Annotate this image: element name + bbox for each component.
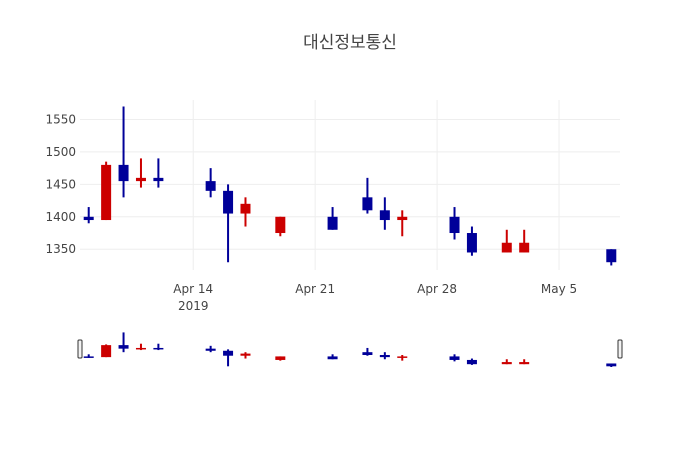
mini-candle-increasing [101,344,112,358]
grid-lines [80,100,620,270]
mini-candle-increasing [501,359,512,365]
candle-decreasing[interactable] [327,207,338,230]
mini-candle-increasing [397,355,408,361]
x-tick-label: Apr 28 [417,282,457,296]
candle-decreasing[interactable] [449,207,460,240]
mini-candle-decreasing [327,354,338,360]
mini-candle-decreasing [118,332,129,353]
mini-candle-decreasing [466,358,477,365]
candle-decreasing[interactable] [466,226,477,256]
mini-candle-decreasing [153,343,164,351]
range-slider-preview [83,332,617,368]
mini-candle-increasing [275,356,286,361]
candle-increasing[interactable] [101,161,112,221]
y-tick-label: 1350 [45,242,76,256]
x-tick-label: May 5 [541,282,577,296]
mini-candle-increasing [135,343,146,351]
range-slider-track[interactable] [80,337,620,364]
mini-candle-decreasing [379,352,390,360]
candle-decreasing[interactable] [362,177,373,214]
candle-decreasing[interactable] [118,106,129,198]
candle-increasing[interactable] [240,197,251,227]
y-axis: 1350 1400 1450 1500 1550 [45,112,76,256]
candle-decreasing[interactable] [83,207,94,224]
candle-increasing[interactable] [519,229,530,253]
mini-candle-decreasing [223,349,234,367]
candle-decreasing[interactable] [153,158,164,188]
candles-layer[interactable] [83,106,617,266]
candle-decreasing[interactable] [223,184,234,263]
mini-candle-increasing [519,359,530,365]
candle-decreasing[interactable] [205,168,216,198]
range-slider[interactable] [77,332,623,368]
candle-increasing[interactable] [501,229,512,253]
mini-candle-increasing [240,352,251,359]
mini-candle-decreasing [449,354,460,362]
y-tick-label: 1500 [45,145,76,159]
y-tick-label: 1400 [45,210,76,224]
x-tick-label: Apr 21 [295,282,335,296]
candle-decreasing[interactable] [379,197,390,230]
x-tick-label: Apr 14 [173,282,213,296]
candle-increasing[interactable] [275,216,286,237]
range-slider-right-handle[interactable] [617,339,623,359]
mini-candle-decreasing [205,345,216,353]
y-tick-label: 1550 [45,112,76,126]
range-slider-left-handle[interactable] [77,339,83,359]
candle-decreasing[interactable] [606,249,617,266]
x-axis: Apr 14 2019 Apr 21 Apr 28 May 5 [173,282,577,313]
candle-increasing[interactable] [397,210,408,237]
chart-title: 대신정보통신 [303,33,397,53]
x-tick-sublabel: 2019 [178,299,209,313]
y-tick-label: 1450 [45,177,76,191]
candle-increasing[interactable] [135,158,146,188]
mini-candle-decreasing [83,354,94,358]
mini-candle-decreasing [362,347,373,356]
mini-candle-decreasing [606,363,617,368]
